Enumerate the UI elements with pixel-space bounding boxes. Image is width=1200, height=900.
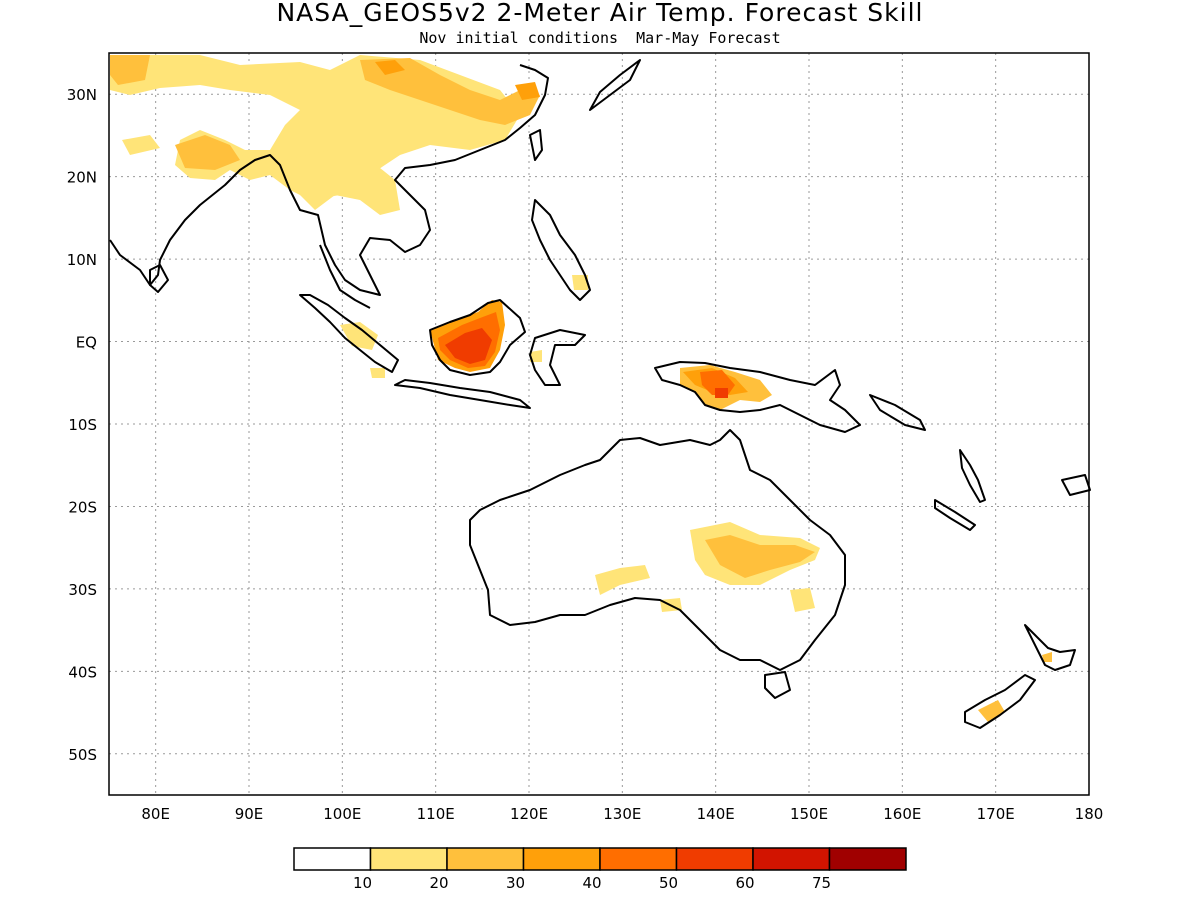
lon-tick-label: 110E: [417, 805, 455, 823]
coast-solomons: [869, 394, 926, 431]
colorbar: 10 20 30 40 50 60 75: [293, 847, 907, 892]
coast-borneo: [429, 299, 526, 376]
coast-sri-lanka: [149, 264, 169, 293]
coast-java: [394, 379, 531, 409]
shade-ng-hot: [715, 388, 728, 398]
coast-australia: [469, 429, 846, 671]
colorbar-swatch: [293, 847, 372, 871]
skill-shading: [110, 55, 1052, 722]
lon-tick-label: 80E: [141, 805, 170, 823]
lon-tick-label: 100E: [323, 805, 361, 823]
shade-philippines: [572, 275, 588, 290]
lon-tick-label: 180: [1075, 805, 1104, 823]
colorbar-swatch: [522, 847, 601, 871]
coast-nz-north: [1024, 624, 1076, 671]
lat-tick-label: 50S: [68, 746, 97, 764]
colorbar-label: 50: [659, 874, 678, 892]
lat-tick-label: 40S: [68, 663, 97, 681]
coastlines: [109, 59, 1091, 729]
coast-asia-mainland: [109, 64, 549, 296]
coast-tasmania: [764, 671, 791, 699]
shade-nw: [110, 55, 150, 85]
lat-tick-label: 30S: [68, 581, 97, 599]
shade-aus-west: [595, 565, 650, 595]
coast-sumatra: [299, 294, 399, 373]
colorbar-label: 75: [812, 874, 831, 892]
colorbar-label: 30: [506, 874, 525, 892]
lat-tick-label: EQ: [76, 334, 97, 352]
lat-tick-label: 10N: [67, 251, 97, 269]
colorbar-swatch: [675, 847, 754, 871]
colorbar-label: 60: [735, 874, 754, 892]
shade-java: [370, 368, 385, 378]
coast-taiwan: [529, 129, 543, 161]
lon-tick-labels: 80E 90E 100E 110E 120E 130E 140E 150E 160E 170E 18…: [141, 805, 1103, 823]
grid-lines: [109, 53, 1089, 795]
lat-tick-labels: 30N 20N 10N EQ 10S 20S 30S 40S 50S: [67, 86, 97, 764]
coast-sulawesi: [529, 329, 586, 386]
lat-tick-label: 20N: [67, 169, 97, 187]
shade-aus-east-mid: [705, 535, 815, 578]
coast-philippines: [531, 199, 591, 301]
lon-tick-label: 170E: [977, 805, 1015, 823]
lon-tick-label: 120E: [510, 805, 548, 823]
shade-borneo-core: [445, 328, 492, 364]
shade-china-core: [375, 60, 405, 75]
lon-tick-label: 140E: [697, 805, 735, 823]
lat-tick-label: 20S: [68, 498, 97, 516]
shade-aus-se: [790, 588, 815, 612]
coast-new-guinea: [654, 361, 861, 433]
lat-tick-label: 30N: [67, 86, 97, 104]
shade-india-west: [122, 135, 160, 155]
coast-vanuatu: [959, 449, 986, 503]
coast-nz-south: [964, 674, 1036, 729]
shade-nz: [978, 700, 1005, 722]
map-subtitle: Nov initial conditions Mar-May Forecast: [419, 29, 781, 47]
shade-sumatra: [340, 322, 378, 350]
lon-tick-label: 160E: [883, 805, 921, 823]
colorbar-swatch: [752, 847, 831, 871]
coast-malay: [319, 244, 371, 309]
map-title: NASA_GEOS5v2 2-Meter Air Temp. Forecast …: [276, 0, 924, 27]
coast-new-caledonia: [934, 499, 976, 531]
shade-indochina: [285, 150, 400, 215]
colorbar-swatch: [828, 847, 907, 871]
lat-tick-label: 10S: [68, 416, 97, 434]
shade-nz-north: [1042, 652, 1052, 662]
colorbar-swatch: [599, 847, 678, 871]
shade-china-core2: [515, 82, 540, 100]
coast-japan: [589, 59, 641, 111]
lon-tick-label: 130E: [603, 805, 641, 823]
colorbar-swatch: [446, 847, 525, 871]
plot-frame: [108, 52, 1090, 796]
colorbar-label: 40: [582, 874, 601, 892]
colorbar-swatch: [369, 847, 448, 871]
colorbar-label: 20: [429, 874, 448, 892]
coast-fiji: [1061, 474, 1091, 496]
colorbar-label: 10: [353, 874, 372, 892]
lon-tick-label: 90E: [235, 805, 264, 823]
shade-china-mid: [360, 58, 540, 125]
lon-tick-label: 150E: [790, 805, 828, 823]
shade-sulawesi: [530, 350, 542, 362]
shade-india-mid: [175, 135, 240, 170]
